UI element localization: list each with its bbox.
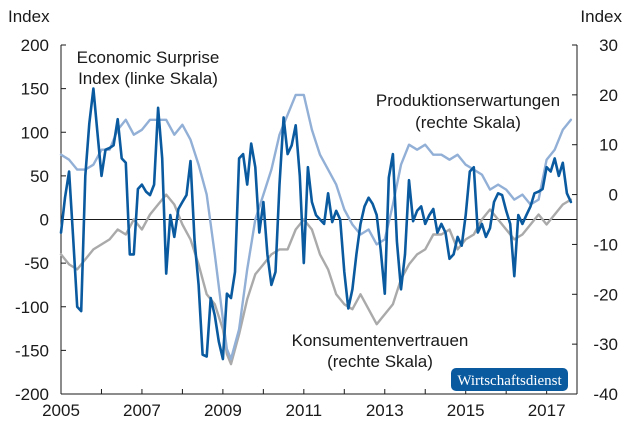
- right-tick-label: -40: [593, 385, 618, 404]
- right-axis-unit: Index: [580, 7, 622, 26]
- left-tick-label: 150: [21, 80, 49, 99]
- left-tick-label: -200: [15, 385, 49, 404]
- left-axis-unit: Index: [8, 7, 50, 26]
- right-tick-label: -10: [593, 235, 618, 254]
- publisher-badge-label: Wirtschaftsdienst: [457, 373, 562, 389]
- right-tick-label: -30: [593, 335, 618, 354]
- surprise-annotation-line1: Economic Surprise: [77, 48, 220, 67]
- series-lines: [59, 87, 573, 366]
- left-tick-label: -50: [24, 254, 49, 273]
- left-tick-label: 0: [40, 211, 49, 230]
- left-tick-label: -150: [15, 341, 49, 360]
- konsumenten-annotation-line2: (rechte Skala): [327, 352, 433, 371]
- produktion-series-line: [59, 93, 573, 361]
- x-tick-label: 2017: [528, 401, 566, 420]
- x-tick-label: 2009: [204, 401, 242, 420]
- x-tick-label: 2015: [447, 401, 485, 420]
- publisher-badge-background: [451, 368, 568, 391]
- surprise-annotation-line2: Index (linke Skala): [78, 69, 218, 88]
- left-tick-label: -100: [15, 298, 49, 317]
- x-tick-label: 2007: [123, 401, 161, 420]
- left-tick-label: 100: [21, 123, 49, 142]
- right-tick-label: 30: [599, 36, 618, 55]
- right-tick-label: 10: [599, 136, 618, 155]
- right-tick-label: 20: [599, 86, 618, 105]
- produktion-annotation-line2: (rechte Skala): [415, 113, 521, 132]
- x-tick-label: 2011: [286, 401, 323, 420]
- publisher-badge: Wirtschaftsdienst: [451, 368, 568, 391]
- x-tick-label: 2005: [42, 401, 80, 420]
- left-tick-label: 200: [21, 36, 49, 55]
- produktion-annotation-line1: Produktionserwartungen: [376, 91, 560, 110]
- right-tick-label: 0: [609, 186, 618, 205]
- x-tick-label: 2013: [366, 401, 404, 420]
- surprise-series-line: [59, 87, 573, 361]
- konsumenten-annotation-line1: Konsumentenvertrauen: [292, 331, 469, 350]
- tick-labels: 200150100500-50-100-150-2003020100-10-20…: [15, 36, 618, 420]
- konsumenten-series-line: [59, 193, 573, 366]
- right-tick-label: -20: [593, 285, 618, 304]
- left-tick-label: 50: [30, 167, 49, 186]
